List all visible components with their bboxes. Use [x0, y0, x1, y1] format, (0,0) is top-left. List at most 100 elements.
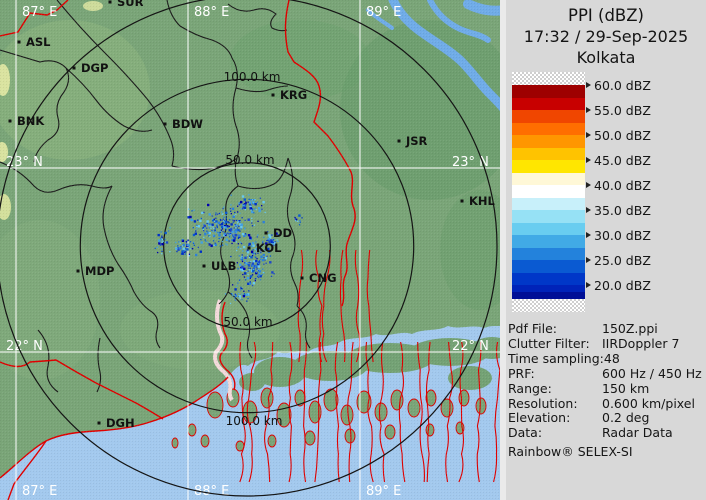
- echo-pixel: [233, 214, 235, 217]
- echo-pixel: [259, 258, 262, 260]
- colorbar-segment: [512, 172, 585, 185]
- echo-pixel: [270, 240, 274, 243]
- echo-pixel: [200, 241, 203, 244]
- echo-pixel: [231, 238, 234, 242]
- echo-pixel: [222, 231, 224, 233]
- echo-pixel: [243, 267, 246, 270]
- echo-pixel: [260, 251, 262, 254]
- echo-pixel: [216, 224, 218, 227]
- echo-pixel: [247, 218, 250, 221]
- echo-pixel: [234, 230, 238, 234]
- echo-pixel: [165, 241, 169, 244]
- echo-pixel: [228, 229, 231, 232]
- echo-pixel: [193, 209, 195, 211]
- echo-pixel: [247, 282, 250, 285]
- echo-pixel: [276, 239, 278, 241]
- echo-pixel: [221, 228, 224, 230]
- echo-pixel: [185, 251, 187, 253]
- echo-pixel: [267, 247, 270, 251]
- echo-pixel: [209, 243, 211, 245]
- echo-pixel: [261, 205, 263, 207]
- metadata-row: Pdf File: 150Z.ppi: [508, 321, 705, 337]
- echo-pixel: [237, 282, 239, 284]
- echo-pixel: [263, 263, 265, 265]
- echo-pixel: [273, 242, 276, 245]
- echo-pixel: [157, 251, 159, 254]
- echo-pixel: [187, 243, 189, 245]
- echo-pixel: [252, 244, 255, 247]
- echo-pixel: [238, 255, 240, 257]
- echo-pixel: [220, 219, 222, 222]
- echo-pixel: [250, 199, 253, 201]
- echo-pixel: [192, 248, 194, 250]
- echo-pixel: [244, 233, 247, 235]
- echo-pixel: [229, 302, 232, 305]
- echo-pixel: [248, 242, 251, 246]
- echo-pixel: [246, 254, 248, 256]
- echo-pixel: [199, 250, 202, 253]
- metadata-row: Clutter Filter: IIRDoppler 7: [508, 336, 705, 352]
- colorbar-segment: [512, 299, 585, 312]
- echo-pixel: [230, 227, 232, 229]
- echo-pixel: [158, 239, 161, 242]
- metadata-label: Data:: [508, 425, 543, 441]
- echo-pixel: [203, 224, 206, 228]
- echo-pixel: [267, 231, 269, 233]
- echo-pixel: [218, 234, 221, 237]
- echo-pixel: [212, 226, 214, 228]
- echo-pixel: [180, 253, 183, 255]
- echo-pixel: [230, 230, 232, 232]
- dbz-label-text: 45.0 dBZ: [594, 152, 651, 168]
- echo-pixel: [299, 219, 301, 222]
- echo-pixel: [242, 203, 245, 207]
- echo-pixel: [248, 290, 250, 292]
- echo-pixel: [227, 221, 229, 223]
- echo-pixel: [216, 226, 218, 228]
- echo-pixel: [295, 219, 297, 222]
- echo-pixel: [202, 228, 204, 231]
- echo-pixel: [234, 294, 238, 297]
- echo-pixel: [161, 239, 163, 241]
- echo-pixel: [268, 240, 271, 244]
- echo-pixel: [188, 244, 190, 246]
- echo-pixel: [212, 230, 214, 233]
- echo-pixel: [214, 230, 216, 232]
- echo-pixel: [257, 234, 259, 236]
- echo-pixel: [263, 272, 265, 274]
- echo-pixel: [238, 204, 240, 206]
- dbz-label: 50.0 dBZ: [586, 127, 651, 143]
- echo-pixel: [255, 209, 257, 211]
- metadata-row: PRF: 600 Hz / 450 Hz: [508, 366, 705, 382]
- echo-pixel: [190, 218, 193, 222]
- echo-pixel: [248, 262, 250, 264]
- echo-pixel: [234, 232, 236, 234]
- echo-pixel: [242, 245, 246, 249]
- echo-pixel: [256, 236, 258, 238]
- echo-pixel: [186, 244, 188, 246]
- dbz-label: 55.0 dBZ: [586, 102, 651, 118]
- echo-pixel: [272, 241, 274, 243]
- echo-pixel: [239, 212, 241, 214]
- echo-pixel: [223, 232, 226, 235]
- echo-pixel: [251, 225, 254, 227]
- echo-pixel: [254, 265, 258, 268]
- echo-pixel: [224, 293, 227, 295]
- colorbar-segment: [512, 285, 585, 292]
- echo-pixel: [253, 266, 255, 269]
- scan-metadata: Pdf File: 150Z.ppi Clutter Filter: IIRDoppl…: [508, 321, 705, 441]
- echo-pixel: [241, 217, 243, 219]
- echo-pixel: [232, 284, 234, 286]
- echo-pixel: [249, 281, 251, 283]
- echo-pixel: [263, 236, 265, 238]
- echo-pixel: [204, 233, 207, 236]
- echo-pixel: [169, 227, 171, 229]
- metadata-row: Elevation: 0.2 deg: [508, 410, 705, 426]
- dbz-label-text: 25.0 dBZ: [594, 252, 651, 268]
- echo-pixel: [184, 251, 186, 253]
- radar-map: 87° E 87° E 88° E 88° E 89° E 89° E 23° N 23° N…: [0, 0, 506, 500]
- echo-pixel: [213, 218, 215, 220]
- dbz-colorbar: [512, 72, 585, 312]
- echo-pixel: [244, 294, 246, 296]
- echo-pixel: [182, 243, 185, 247]
- city-marker: [202, 264, 206, 268]
